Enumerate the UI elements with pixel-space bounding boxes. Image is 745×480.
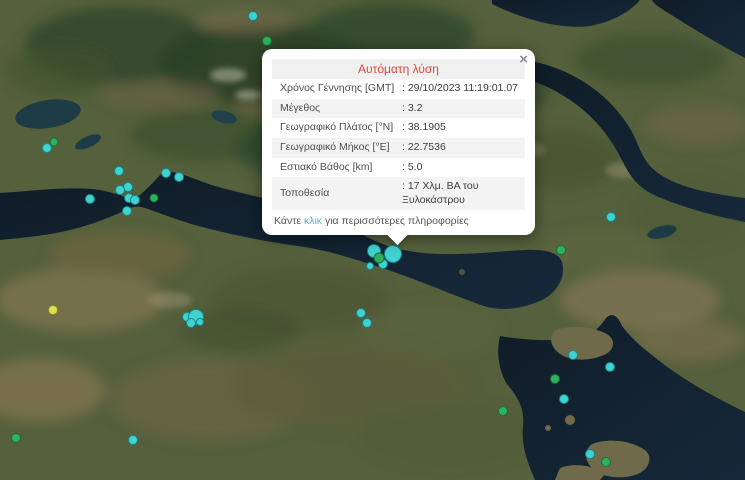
row-label: Τοποθεσία xyxy=(280,187,330,200)
popup-table: Χρόνος Γέννησης [GMT] : 29/10/2023 11:19:… xyxy=(272,79,525,211)
earthquake-marker[interactable] xyxy=(384,245,402,263)
row-label: Γεωγραφικό Μήκος [°E] xyxy=(280,140,390,153)
more-info-link[interactable]: κλικ xyxy=(303,215,323,228)
islet xyxy=(565,415,575,425)
lake-trichonida xyxy=(15,99,81,129)
north-sea-patch xyxy=(492,0,640,27)
row-label: Γεωγραφικό Πλάτος [°N] xyxy=(280,121,394,134)
earthquake-popup: × Αυτόματη λύση Χρόνος Γέννησης [GMT] : 2… xyxy=(262,49,535,246)
row-value: : 3.2 xyxy=(402,101,423,114)
earthquake-marker[interactable] xyxy=(606,212,616,222)
salamis-island xyxy=(551,326,614,360)
earthquake-marker[interactable] xyxy=(196,318,204,326)
earthquake-marker[interactable] xyxy=(114,166,124,176)
lake-yliki xyxy=(647,225,677,239)
earthquake-marker[interactable] xyxy=(550,374,560,384)
earthquake-marker[interactable] xyxy=(186,318,196,328)
earthquake-marker[interactable] xyxy=(373,252,385,264)
earthquake-marker[interactable] xyxy=(262,36,272,46)
earthquake-marker[interactable] xyxy=(42,143,52,153)
popup-title: Αυτόματη λύση xyxy=(272,59,525,79)
earthquake-marker[interactable] xyxy=(85,194,95,204)
popup-row: Γεωγραφικό Πλάτος [°N] : 38.1905 xyxy=(272,118,525,138)
row-label: Εστιακό Βάθος [km] xyxy=(280,160,373,173)
lake-lysimachia xyxy=(75,134,101,150)
earthquake-marker[interactable] xyxy=(122,206,132,216)
aegina-island xyxy=(586,440,650,478)
row-label: Μέγεθος xyxy=(280,101,321,114)
popup-row: Εστιακό Βάθος [km] : 5.0 xyxy=(272,158,525,178)
earthquake-marker[interactable] xyxy=(130,195,140,205)
earthquake-marker[interactable] xyxy=(149,193,159,203)
euboean-gulf-sea xyxy=(535,62,745,222)
popup-row: Μέγεθος : 3.2 xyxy=(272,98,525,119)
earthquake-marker[interactable] xyxy=(601,457,611,467)
gulf-of-corinth-sea xyxy=(0,171,564,309)
earthquake-marker[interactable] xyxy=(605,362,615,372)
popup-row: Χρόνος Γέννησης [GMT] : 29/10/2023 11:19:… xyxy=(272,79,525,99)
earthquake-marker[interactable] xyxy=(161,168,171,178)
earthquake-marker[interactable] xyxy=(585,449,595,459)
close-icon[interactable]: × xyxy=(519,51,528,68)
row-value: : 22.7536 xyxy=(402,140,446,153)
earthquake-marker[interactable] xyxy=(49,137,59,147)
popup-row: Γεωγραφικό Μήκος [°E] : 22.7536 xyxy=(272,137,525,158)
row-label: Χρόνος Γέννησης [GMT] xyxy=(280,82,395,94)
topright-sea-patch xyxy=(652,0,745,58)
row-value: : 29/10/2023 11:19:01.07 xyxy=(402,82,518,94)
earthquake-marker[interactable] xyxy=(11,433,21,443)
earthquake-marker[interactable] xyxy=(356,308,366,318)
earthquake-marker[interactable] xyxy=(248,11,258,21)
south-island xyxy=(555,465,605,480)
earthquake-marker[interactable] xyxy=(362,318,372,328)
earthquake-marker[interactable] xyxy=(559,394,569,404)
earthquake-marker[interactable] xyxy=(556,245,566,255)
row-value: : 17 Χλμ. ΒΑ του Ξυλοκάστρου xyxy=(402,180,479,206)
earthquake-marker[interactable] xyxy=(568,350,578,360)
popup-footer: Κάντε κλικ για περισσότερες πληροφορίες xyxy=(272,210,525,228)
footer-text-prefix: Κάντε xyxy=(274,215,304,228)
earthquake-marker[interactable] xyxy=(128,435,138,445)
earthquake-marker[interactable] xyxy=(48,305,58,315)
islet xyxy=(459,269,465,275)
islet xyxy=(545,425,551,431)
footer-text-suffix: για περισσότερες πληροφορίες xyxy=(322,215,469,228)
mornos-reservoir xyxy=(211,110,237,124)
row-value: : 5.0 xyxy=(402,160,423,173)
row-value: : 38.1905 xyxy=(402,121,446,134)
popup-row: Τοποθεσία : 17 Χλμ. ΒΑ του Ξυλοκάστρου xyxy=(272,177,525,211)
earthquake-marker[interactable] xyxy=(366,262,374,270)
earthquake-marker[interactable] xyxy=(174,172,184,182)
earthquake-marker[interactable] xyxy=(115,185,125,195)
earthquake-marker[interactable] xyxy=(498,406,508,416)
saronic-gulf-sea xyxy=(498,315,745,480)
